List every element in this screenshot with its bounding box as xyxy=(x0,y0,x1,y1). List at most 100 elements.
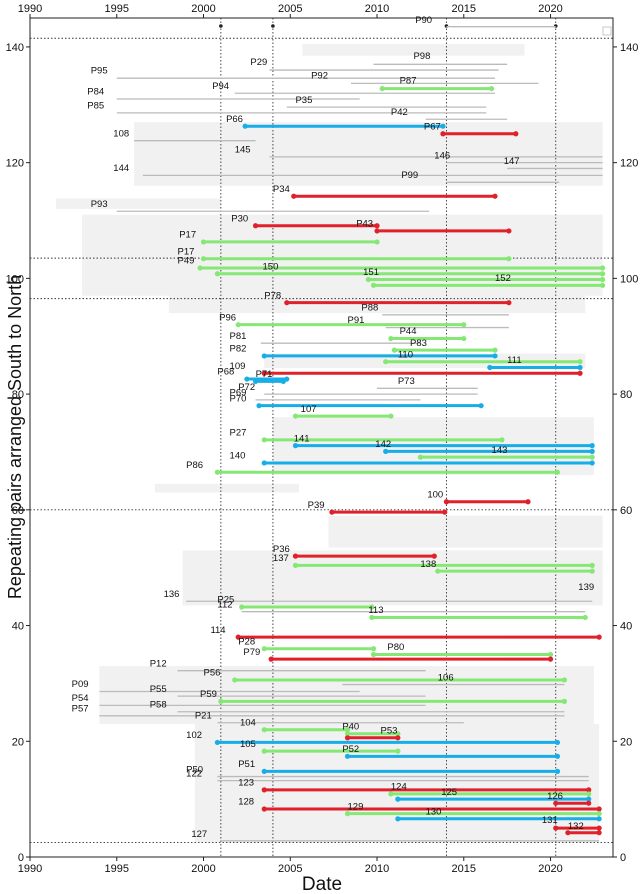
pair-end-P17 xyxy=(374,239,380,245)
pair-start-P66 xyxy=(242,123,248,129)
pair-label-P73: P73 xyxy=(398,376,415,387)
pair-label-P96: P96 xyxy=(219,312,236,323)
pair-start-P78 xyxy=(284,300,290,306)
x-tick-label-top-2005: 2005 xyxy=(278,3,302,15)
pair-lines xyxy=(99,26,606,842)
pair-label-105: 105 xyxy=(240,739,256,750)
pair-end-P87 xyxy=(488,85,495,92)
pair-label-P79: P79 xyxy=(243,647,260,658)
x-tick-label-bottom-2020: 2020 xyxy=(538,863,562,875)
pair-label-P87: P87 xyxy=(400,76,417,87)
pair-start-142 xyxy=(383,448,389,454)
pair-end-107 xyxy=(388,413,394,419)
pair-end-137 xyxy=(589,562,595,568)
y-tick-label-right-40: 40 xyxy=(620,621,632,633)
pair-end-P70 xyxy=(478,403,484,409)
pair-labels: P90 P98 P29 P95 P92 P87 P94 P84 P35 P85 P42 P66 P67 1… xyxy=(72,15,595,840)
pair-start-P67 xyxy=(440,131,446,137)
pair-end-126 xyxy=(586,800,592,806)
pair-label-P39: P39 xyxy=(308,500,325,511)
vline-marker-0 xyxy=(219,24,223,28)
pair-label-132: 132 xyxy=(568,821,584,832)
pair-label-140: 140 xyxy=(230,451,246,462)
pair-start-143 xyxy=(417,454,424,460)
pair-label-P98: P98 xyxy=(413,51,430,62)
pair-label-P12: P12 xyxy=(150,658,167,669)
pair-start-P27 xyxy=(261,437,267,443)
pair-label-P35: P35 xyxy=(295,95,312,106)
pair-end-P96 xyxy=(461,322,467,328)
pair-label-138: 138 xyxy=(420,559,436,570)
pair-label-P43: P43 xyxy=(356,219,373,230)
pair-start-132 xyxy=(565,830,571,836)
pair-start-152 xyxy=(370,282,377,288)
pair-start-P17 xyxy=(200,239,207,245)
y-tick-label-right-100: 100 xyxy=(620,273,638,285)
pair-start-110 xyxy=(383,359,389,365)
pair-start-131 xyxy=(553,825,559,831)
pair-start-P87 xyxy=(379,85,385,92)
pair-start-150 xyxy=(214,271,220,277)
pair-label-100: 100 xyxy=(427,489,443,500)
axes: 1990199019951995200020002005200520102010… xyxy=(6,3,639,875)
pair-label-127: 127 xyxy=(191,829,207,840)
pair-end-P66 xyxy=(440,123,446,129)
pair-end-P56 xyxy=(561,677,568,683)
pair-label-143: 143 xyxy=(492,445,508,456)
pair-label-P25: P25 xyxy=(217,595,234,606)
pair-label-P80: P80 xyxy=(387,642,404,653)
pair-end-P39 xyxy=(442,509,448,515)
pair-end-P25 xyxy=(369,604,375,610)
pair-start-P52 xyxy=(344,753,351,759)
pair-start-P82 xyxy=(261,353,267,359)
pair-start-105 xyxy=(261,748,267,754)
pair-label-P67: P67 xyxy=(424,121,441,132)
pair-label-P21: P21 xyxy=(195,710,212,721)
pair-start-P17 xyxy=(200,256,207,262)
pair-label-P85: P85 xyxy=(87,101,104,112)
pair-end-P27 xyxy=(499,437,505,443)
pair-label-P36: P36 xyxy=(273,544,290,555)
pair-label-126: 126 xyxy=(547,791,563,802)
pair-label-P99: P99 xyxy=(401,170,418,181)
pair-end-104 xyxy=(344,727,351,733)
pair-start-P70 xyxy=(256,403,262,409)
pair-label-P69: P69 xyxy=(230,388,247,399)
pair-end-143 xyxy=(589,454,595,460)
pair-end-140 xyxy=(589,460,595,466)
pair-start-P53 xyxy=(344,735,351,741)
pair-label-P95: P95 xyxy=(91,65,108,76)
pair-label-P70: P70 xyxy=(230,393,247,404)
pair-label-P30: P30 xyxy=(231,213,248,224)
pair-start-P86 xyxy=(214,469,220,475)
pair-start-P25 xyxy=(239,604,245,610)
pair-end-P36 xyxy=(431,553,437,559)
pair-end-P86 xyxy=(554,469,561,475)
pair-start-102 xyxy=(214,739,220,746)
pair-end-131 xyxy=(596,825,602,831)
x-tick-label-top-2015: 2015 xyxy=(452,3,476,15)
pair-label-152: 152 xyxy=(495,273,511,284)
band-1 xyxy=(134,122,603,186)
pair-end-123 xyxy=(586,787,592,793)
pair-label-P55: P55 xyxy=(150,684,167,695)
x-tick-label-top-2000: 2000 xyxy=(191,3,215,15)
pair-label-113: 113 xyxy=(368,605,383,616)
pair-end-P17 xyxy=(506,256,512,262)
pair-end-P52 xyxy=(554,753,561,759)
pair-label-P29: P29 xyxy=(250,57,267,68)
pair-label-111: 111 xyxy=(507,355,521,366)
pair-start-138 xyxy=(435,568,441,574)
x-tick-label-top-1995: 1995 xyxy=(105,3,129,15)
pair-start-P44 xyxy=(388,335,394,342)
pair-label-P44: P44 xyxy=(400,326,417,337)
pair-start-128 xyxy=(261,806,267,812)
pair-label-129: 129 xyxy=(348,801,364,812)
pair-end-P83 xyxy=(492,347,498,353)
pair-start-P30 xyxy=(252,223,259,229)
band-7 xyxy=(154,483,299,493)
pair-start-P71 xyxy=(252,378,259,384)
pair-end-P59 xyxy=(561,698,568,704)
pair-end-P53 xyxy=(395,735,401,741)
pair-end-P80 xyxy=(547,651,554,658)
